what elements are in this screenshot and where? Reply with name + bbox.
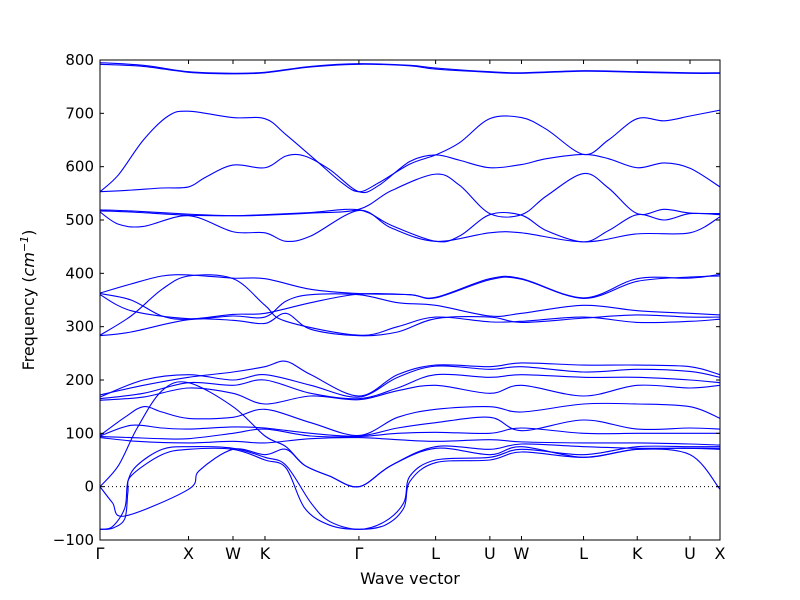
phonon-branch-13 (100, 360, 720, 397)
phonon-branch-6 (100, 208, 720, 243)
x-tick-label: W (514, 544, 530, 563)
series-layer (100, 62, 720, 530)
phonon-branch-18 (100, 416, 720, 437)
y-axis-label: Frequency (cm−1) (18, 230, 38, 371)
x-tick-label: U (484, 544, 496, 563)
y-axis-label-exponent: −1 (18, 236, 31, 252)
y-tick-label: 0 (84, 478, 94, 496)
x-tick-label: X (715, 544, 726, 563)
phonon-branch-15 (100, 373, 720, 400)
x-tick-label: X (183, 544, 194, 563)
x-tick-label: W (225, 544, 241, 563)
y-axis-ticks: −100 0 100 200 300 400 500 600 700 800 (53, 51, 720, 549)
phonon-branch-24 (100, 447, 720, 530)
phonon-branch-11 (100, 274, 720, 336)
phonon-branch-23 (100, 445, 720, 530)
high-symmetry-tick-layer (99, 60, 721, 540)
plot-frame (99, 59, 721, 541)
x-tick-label: U (684, 544, 696, 563)
y-tick-label: 300 (65, 318, 94, 336)
phonon-branch-14 (100, 365, 720, 398)
y-tick-label: 700 (65, 104, 94, 122)
y-tick-label: 500 (65, 211, 94, 229)
y-tick-label: 800 (65, 51, 94, 69)
phonon-branch-2 (100, 63, 720, 75)
phonon-branch-16 (100, 384, 720, 405)
x-tick-label: K (632, 544, 643, 563)
y-tick-label: 100 (65, 424, 94, 442)
phonon-branch-10 (100, 293, 720, 320)
y-tick-label: 400 (65, 264, 94, 282)
y-axis-label-suffix: ) (19, 230, 38, 236)
phonon-branch-19 (100, 427, 720, 440)
phonon-branch-7 (100, 209, 720, 243)
phonon-branch-12 (100, 312, 720, 337)
y-tick-label: 600 (65, 158, 94, 176)
phonon-branch-20 (100, 437, 720, 446)
y-tick-label: −100 (53, 531, 94, 549)
y-axis-label-unit: cm (19, 252, 38, 276)
y-axis-label-prefix: Frequency ( (19, 276, 38, 370)
phonon-branch-9 (100, 275, 720, 320)
phonon-branch-4 (100, 153, 720, 194)
x-tick-label: K (260, 544, 271, 563)
y-tick-label: 200 (65, 371, 94, 389)
x-tick-label: L (579, 544, 588, 563)
x-tick-label: L (431, 544, 440, 563)
x-tick-label: Γ (354, 544, 363, 563)
x-axis-label: Wave vector (360, 569, 460, 588)
x-tick-label: Γ (96, 544, 105, 563)
